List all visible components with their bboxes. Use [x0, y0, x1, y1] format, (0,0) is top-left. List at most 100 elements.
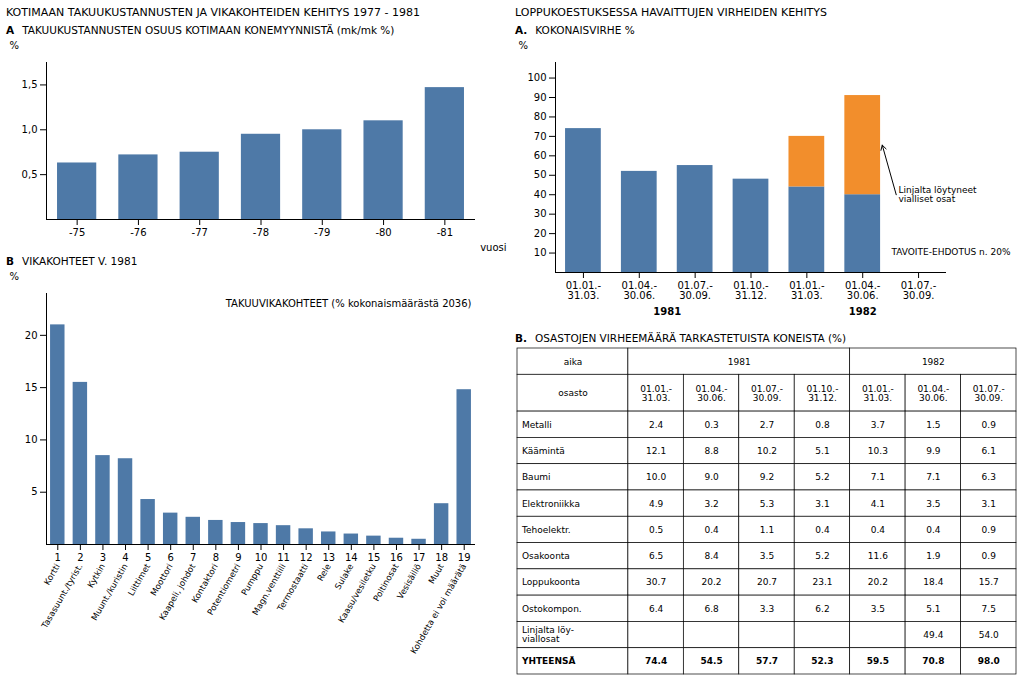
svg-text:3.2: 3.2: [704, 498, 718, 508]
svg-text:70: 70: [534, 131, 547, 142]
svg-text:Kortti: Kortti: [42, 562, 62, 587]
svg-text:17: 17: [413, 552, 426, 563]
svg-text:70.8: 70.8: [922, 656, 944, 666]
svg-text:11.6: 11.6: [868, 551, 888, 561]
svg-text:1982: 1982: [849, 306, 877, 317]
svg-text:-75: -75: [69, 227, 85, 238]
svg-text:13: 13: [322, 552, 335, 563]
svg-text:3.7: 3.7: [871, 420, 885, 430]
svg-text:19: 19: [458, 552, 471, 563]
svg-text:16: 16: [390, 552, 403, 563]
svg-text:Ostokompon.: Ostokompon.: [522, 604, 582, 614]
svg-text:20.2: 20.2: [868, 577, 888, 587]
svg-text:0.9: 0.9: [982, 420, 997, 430]
svg-text:52.3: 52.3: [811, 656, 833, 666]
svg-text:-80: -80: [375, 227, 391, 238]
svg-text:Baumi: Baumi: [522, 472, 551, 482]
svg-text:01.01.-31.03.: 01.01.-31.03.: [640, 384, 672, 403]
svg-text:-81: -81: [437, 227, 453, 238]
svg-text:0.4: 0.4: [871, 525, 886, 535]
svg-text:3.3: 3.3: [760, 604, 774, 614]
svg-text:5: 5: [31, 486, 37, 497]
svg-text:100: 100: [527, 72, 546, 83]
svg-text:30: 30: [534, 208, 547, 219]
svg-text:2.4: 2.4: [649, 420, 664, 430]
svg-text:20.2: 20.2: [702, 577, 722, 587]
svg-text:01.04.-30.06.: 01.04.-30.06.: [622, 280, 658, 301]
svg-text:4: 4: [122, 552, 128, 563]
svg-text:Osakoonta: Osakoonta: [522, 551, 570, 561]
svg-text:9.2: 9.2: [760, 472, 774, 482]
svg-text:01.10.-31.12.: 01.10.-31.12.: [807, 384, 839, 403]
svg-text:01.07.-30.09.: 01.07.-30.09.: [751, 384, 783, 403]
svg-text:11: 11: [277, 552, 290, 563]
svg-text:TAKUUVIKAKOHTEET (% kokonaismä: TAKUUVIKAKOHTEET (% kokonaismäärästä 203…: [225, 298, 472, 309]
svg-text:01.07.-30.09.: 01.07.-30.09.: [973, 384, 1005, 403]
svg-text:7.1: 7.1: [871, 472, 885, 482]
svg-text:6.2: 6.2: [815, 604, 829, 614]
svg-text:74.4: 74.4: [645, 656, 667, 666]
svg-text:01.04.-30.06.: 01.04.-30.06.: [696, 384, 728, 403]
svg-text:0.5: 0.5: [649, 525, 663, 535]
svg-text:Potentiometri: Potentiometri: [205, 562, 242, 617]
svg-text:20: 20: [534, 228, 547, 239]
svg-text:-79: -79: [314, 227, 330, 238]
svg-text:Muut: Muut: [426, 561, 446, 585]
svg-text:59.5: 59.5: [867, 656, 889, 666]
svg-text:Kytkin: Kytkin: [85, 562, 107, 590]
svg-text:10: 10: [255, 552, 268, 563]
svg-text:4.1: 4.1: [871, 498, 885, 508]
svg-text:50: 50: [534, 169, 547, 180]
svg-text:Kaasu/vesiletku: Kaasu/vesiletku: [336, 562, 378, 625]
svg-text:5.1: 5.1: [815, 446, 829, 456]
svg-text:98.0: 98.0: [978, 656, 1000, 666]
svg-text:15: 15: [25, 382, 38, 393]
svg-text:0.4: 0.4: [926, 525, 941, 535]
svg-text:01.04.-30.06.: 01.04.-30.06.: [845, 280, 881, 301]
svg-text:0.9: 0.9: [982, 525, 997, 535]
svg-text:10.2: 10.2: [757, 446, 777, 456]
svg-text:0.4: 0.4: [704, 525, 719, 535]
svg-text:5: 5: [145, 552, 151, 563]
svg-text:01.07.-30.09.: 01.07.-30.09.: [901, 280, 937, 301]
svg-text:Termostaatti: Termostaatti: [275, 562, 311, 614]
svg-text:Linjalta löytyneetvialliset os: Linjalta löytyneetvialliset osat: [898, 185, 977, 204]
svg-text:23.1: 23.1: [812, 577, 832, 587]
svg-text:osasto: osasto: [558, 388, 588, 398]
svg-text:1.9: 1.9: [926, 551, 941, 561]
svg-text:Linjalta löy-viallosat: Linjalta löy-viallosat: [522, 625, 574, 644]
svg-text:10.0: 10.0: [646, 472, 666, 482]
svg-text:Elektroniikka: Elektroniikka: [522, 498, 580, 508]
svg-text:01.10.-31.12.: 01.10.-31.12.: [733, 280, 769, 301]
svg-text:9.0: 9.0: [704, 472, 719, 482]
svg-text:1,5: 1,5: [22, 79, 38, 90]
svg-text:6.1: 6.1: [982, 446, 996, 456]
svg-text:Tasasuunt./tyrist.: Tasasuunt./tyrist.: [39, 562, 85, 631]
svg-text:3.5: 3.5: [760, 551, 774, 561]
svg-text:57.7: 57.7: [756, 656, 778, 666]
svg-text:01.01.-31.03.: 01.01.-31.03.: [862, 384, 894, 403]
svg-text:Metalli: Metalli: [522, 420, 552, 430]
svg-text:49.4: 49.4: [923, 630, 943, 640]
svg-text:6: 6: [167, 552, 173, 563]
svg-text:0.9: 0.9: [982, 551, 997, 561]
svg-text:1,0: 1,0: [22, 124, 38, 135]
svg-text:6.8: 6.8: [704, 604, 719, 614]
svg-text:-77: -77: [192, 227, 208, 238]
svg-text:8.8: 8.8: [704, 446, 719, 456]
svg-text:Rele: Rele: [315, 562, 333, 583]
svg-text:YHTEENSÄ: YHTEENSÄ: [521, 656, 575, 666]
svg-text:18.4: 18.4: [923, 577, 943, 587]
svg-text:5.2: 5.2: [815, 551, 829, 561]
svg-text:-76: -76: [130, 227, 146, 238]
svg-text:10: 10: [25, 434, 38, 445]
svg-text:3.1: 3.1: [982, 498, 996, 508]
svg-text:12: 12: [300, 552, 313, 563]
svg-text:15.7: 15.7: [979, 577, 999, 587]
svg-text:-78: -78: [253, 227, 269, 238]
svg-text:aika: aika: [564, 357, 583, 367]
svg-text:5.3: 5.3: [760, 498, 774, 508]
svg-text:7: 7: [190, 552, 196, 563]
svg-text:0.8: 0.8: [815, 420, 830, 430]
svg-text:10.3: 10.3: [868, 446, 888, 456]
